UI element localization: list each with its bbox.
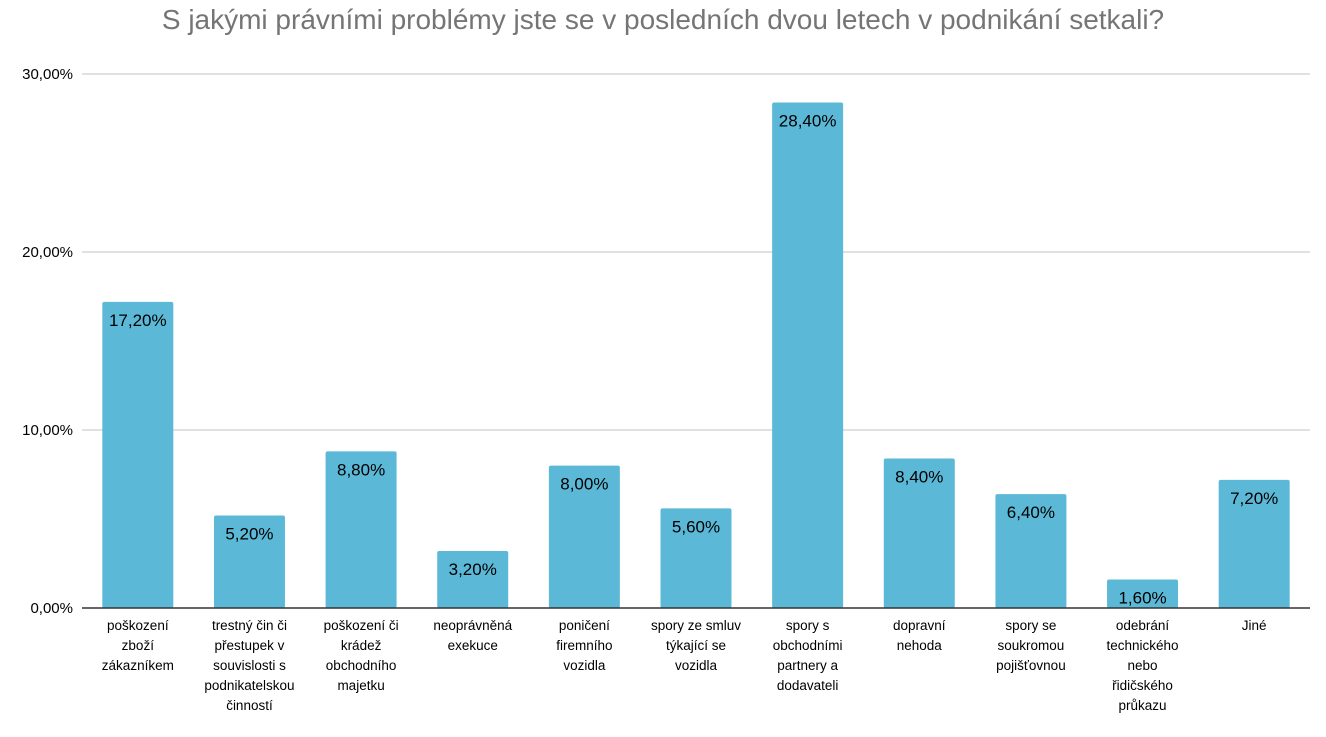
gridlines bbox=[82, 73, 1310, 431]
y-tick-label: 10,00% bbox=[22, 422, 73, 439]
y-tick-label: 20,00% bbox=[22, 244, 73, 261]
x-axis: poškození zboží zákazníkem trestný čin či př… bbox=[82, 607, 1310, 713]
x-category-label: Jiné bbox=[1242, 618, 1267, 633]
data-label: 7,20% bbox=[1230, 489, 1278, 508]
x-category-label: spory s obchodními partnery a dodavateli bbox=[773, 618, 843, 693]
x-category-label: neoprávněná exekuce bbox=[433, 618, 512, 653]
data-label: 5,20% bbox=[225, 524, 273, 543]
data-label: 1,60% bbox=[1118, 589, 1166, 608]
bar bbox=[772, 102, 844, 608]
chart-title: S jakými právními problémy jste se v pos… bbox=[161, 4, 1165, 35]
data-label: 8,80% bbox=[337, 460, 385, 479]
y-tick-label: 30,00% bbox=[22, 66, 73, 83]
data-label: 5,60% bbox=[672, 517, 720, 536]
x-category-label: dopravní nehoda bbox=[893, 618, 946, 653]
bar bbox=[995, 494, 1067, 608]
bar bbox=[1107, 579, 1179, 608]
x-category-label: trestný čin či přestupek v souvislosti s po… bbox=[204, 618, 294, 713]
bar bbox=[213, 515, 285, 608]
bar bbox=[1218, 479, 1290, 608]
data-label: 8,00% bbox=[560, 475, 608, 494]
bar bbox=[102, 301, 174, 608]
x-category-label: spory se soukromou pojišťovnou bbox=[996, 618, 1066, 673]
x-category-label: poškození zboží zákazníkem bbox=[102, 618, 174, 673]
x-category-label: spory ze smluv týkající se vozidla bbox=[651, 618, 741, 673]
data-label: 8,40% bbox=[895, 467, 943, 486]
x-category-label: poškození či krádež obchodního majetku bbox=[324, 618, 399, 693]
x-category-label: odebrání technického nebo řidičského průkazu bbox=[1107, 618, 1179, 713]
bar bbox=[437, 551, 509, 608]
x-category-label: poničení firemního vozidla bbox=[556, 618, 612, 673]
y-axis: 0,00% 10,00% 20,00% 30,00% bbox=[22, 66, 73, 617]
bar bbox=[883, 458, 955, 608]
y-tick-label: 0,00% bbox=[30, 600, 73, 617]
data-label: 28,40% bbox=[779, 111, 837, 130]
bar bbox=[548, 465, 620, 608]
bar bbox=[660, 508, 732, 608]
data-label: 6,40% bbox=[1007, 503, 1055, 522]
bar bbox=[325, 451, 397, 608]
data-label: 17,20% bbox=[109, 311, 167, 330]
data-label: 3,20% bbox=[449, 560, 497, 579]
bars: 17,20% 5,20% 8,80% 3,20% 8,00% 5,60% 28,40% 8,4… bbox=[102, 102, 1290, 608]
